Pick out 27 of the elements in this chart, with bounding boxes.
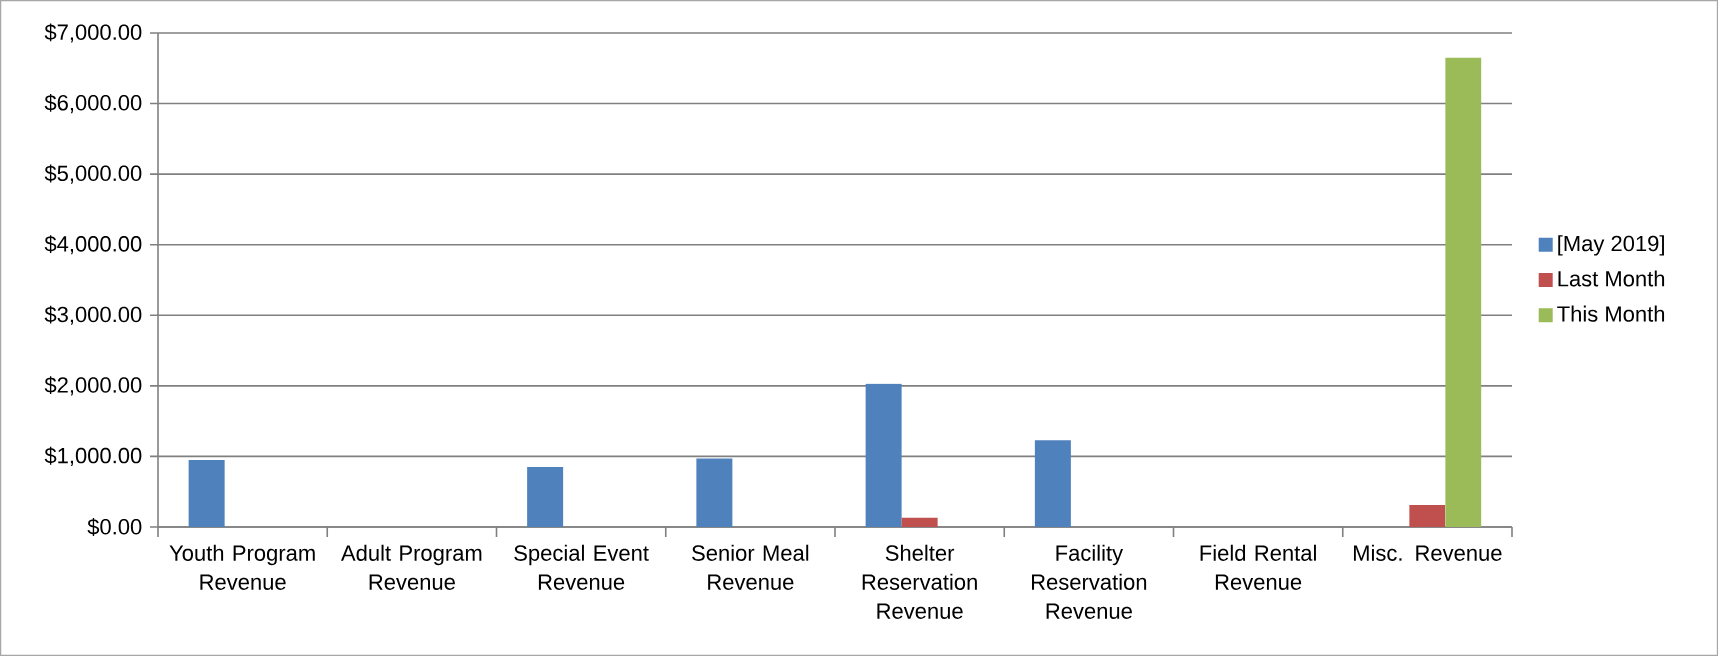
legend-label: Last Month [1558, 270, 1665, 287]
y-tick-label: $3,000.00 [44, 305, 142, 325]
bar [1409, 505, 1446, 527]
bar [1445, 57, 1482, 527]
bar [188, 459, 225, 527]
legend-label: This Month [1557, 305, 1665, 322]
x-tick-label: Misc. Revenue [1353, 544, 1502, 561]
x-tick-label: Youth Program Revenue [169, 544, 315, 590]
y-tick-label: $5,000.00 [44, 164, 142, 184]
y-tick-label: $0.00 [87, 518, 142, 536]
legend-label: [May 2019] [1558, 235, 1664, 256]
bar [901, 517, 938, 527]
y-tick-label: $4,000.00 [44, 235, 142, 255]
x-tick-label: Adult Program Revenue [340, 544, 482, 590]
bar [865, 383, 902, 527]
bar [527, 467, 564, 527]
y-tick-label: $1,000.00 [44, 446, 142, 466]
x-tick-label: Special Event Revenue [514, 544, 649, 590]
bar [696, 458, 733, 527]
x-tick-label: Field Rental Revenue [1200, 544, 1316, 590]
x-tick-label: Senior Meal Revenue [692, 544, 809, 590]
x-tick-label: Facility Reservation Revenue [1032, 544, 1147, 619]
y-tick-label: $2,000.00 [44, 376, 142, 396]
y-tick-label: $7,000.00 [44, 23, 142, 43]
y-tick-label: $6,000.00 [44, 94, 142, 114]
x-tick-label: Shelter Reservation Revenue [862, 544, 977, 619]
bar [1034, 440, 1071, 527]
